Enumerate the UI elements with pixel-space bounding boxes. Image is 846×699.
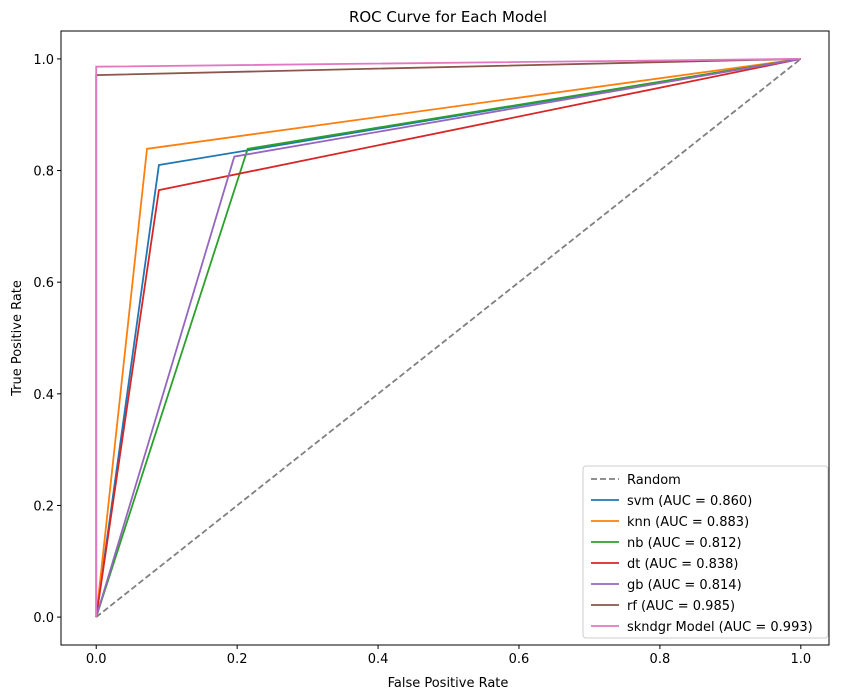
- x-tick-label: 0.2: [227, 652, 248, 667]
- chart-title: ROC Curve for Each Model: [349, 8, 547, 26]
- plot-area: [60, 30, 830, 646]
- series-line: [95, 58, 801, 618]
- y-tick-label: 0.4: [33, 388, 54, 403]
- y-axis-label: True Positive Rate: [10, 280, 25, 397]
- y-tick-label: 1.0: [33, 53, 54, 68]
- legend-entry: knn (AUC = 0.883): [627, 515, 749, 530]
- series-layer: [95, 58, 802, 618]
- y-tick-label: 0.6: [33, 276, 54, 291]
- legend-entry: svm (AUC = 0.860): [627, 494, 752, 509]
- x-tick-label: 0.4: [368, 652, 389, 667]
- x-tick-label: 0.6: [509, 652, 530, 667]
- y-tick-label: 0.2: [33, 499, 54, 514]
- axis-ticks: 0.0 0.2 0.4 0.6 0.8 1.0 0.0 0.2 0.4 0.6 0.8 1.0: [33, 53, 811, 667]
- series-line: [95, 58, 801, 618]
- series-line: [95, 58, 801, 618]
- x-tick-label: 0.8: [650, 652, 671, 667]
- legend-entry: gb (AUC = 0.814): [627, 578, 742, 593]
- x-tick-label: 0.0: [86, 652, 107, 667]
- y-tick-label: 0.0: [33, 611, 54, 626]
- legend-entry: rf (AUC = 0.985): [627, 599, 735, 614]
- series-line: [95, 58, 801, 618]
- x-axis-label: False Positive Rate: [388, 676, 509, 691]
- legend: Random svm (AUC = 0.860) knn (AUC = 0.883)…: [582, 465, 829, 639]
- legend-entry: skndgr Model (AUC = 0.993): [627, 620, 813, 635]
- y-tick-label: 0.8: [33, 165, 54, 180]
- series-line: [95, 58, 802, 618]
- x-tick-label: 1.0: [790, 652, 811, 667]
- legend-entry: Random: [627, 473, 681, 488]
- legend-entry: nb (AUC = 0.812): [627, 536, 742, 551]
- series-line: [95, 58, 801, 618]
- legend-entry: dt (AUC = 0.838): [627, 557, 738, 572]
- legend-box: [582, 465, 829, 639]
